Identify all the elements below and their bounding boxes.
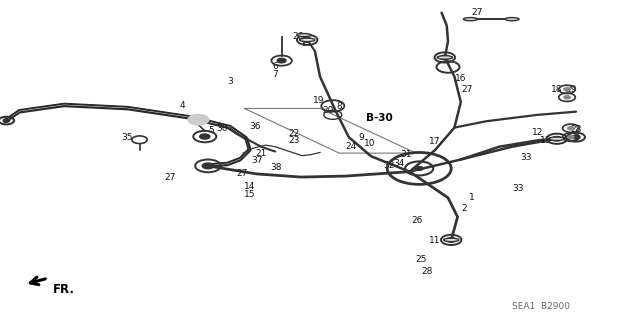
Text: 17: 17 — [429, 137, 441, 146]
Text: 19: 19 — [313, 96, 324, 105]
Text: 13: 13 — [540, 137, 551, 145]
Text: 27: 27 — [461, 85, 473, 94]
Text: B-30: B-30 — [365, 113, 392, 123]
Text: 22: 22 — [289, 130, 300, 138]
Text: 18: 18 — [551, 85, 563, 94]
Ellipse shape — [300, 38, 315, 41]
Ellipse shape — [463, 18, 477, 21]
Text: 32: 32 — [383, 161, 395, 170]
Text: 21: 21 — [255, 149, 267, 158]
Text: 12: 12 — [532, 128, 543, 137]
Text: 38: 38 — [271, 163, 282, 172]
Ellipse shape — [437, 56, 452, 59]
Text: 33: 33 — [513, 184, 524, 193]
Text: 36: 36 — [249, 122, 260, 130]
Circle shape — [564, 96, 570, 99]
Text: 33: 33 — [520, 153, 532, 162]
Text: 27: 27 — [471, 8, 483, 17]
Text: 6: 6 — [273, 63, 278, 71]
Text: 11: 11 — [429, 236, 441, 245]
Circle shape — [303, 38, 312, 42]
Text: 7: 7 — [273, 70, 278, 79]
Text: 5: 5 — [209, 126, 214, 135]
Text: 2: 2 — [461, 204, 467, 213]
Ellipse shape — [505, 18, 519, 21]
Text: FR.: FR. — [52, 283, 74, 296]
Text: 16: 16 — [455, 74, 467, 83]
Text: 28: 28 — [570, 125, 582, 134]
Circle shape — [572, 135, 580, 139]
Text: 35: 35 — [121, 133, 132, 142]
Text: 27: 27 — [164, 173, 175, 182]
Ellipse shape — [444, 238, 459, 241]
Text: 26: 26 — [412, 216, 423, 225]
Text: 37: 37 — [252, 156, 263, 165]
Circle shape — [277, 58, 286, 63]
Text: 8: 8 — [337, 102, 342, 111]
Text: SEA1  B2900: SEA1 B2900 — [512, 302, 570, 311]
Circle shape — [447, 238, 456, 242]
Text: 27: 27 — [236, 169, 248, 178]
Circle shape — [415, 167, 423, 170]
Text: 4: 4 — [180, 101, 185, 110]
Circle shape — [440, 55, 449, 60]
Text: 20: 20 — [322, 106, 333, 115]
Ellipse shape — [297, 33, 311, 37]
Text: 34: 34 — [394, 159, 405, 168]
Text: 3: 3 — [228, 77, 233, 86]
Ellipse shape — [549, 137, 564, 140]
Circle shape — [188, 115, 209, 125]
Text: 24: 24 — [345, 142, 356, 151]
Text: 9: 9 — [359, 133, 364, 142]
Text: 23: 23 — [289, 137, 300, 145]
Circle shape — [564, 88, 570, 91]
Text: 31: 31 — [401, 150, 412, 159]
Circle shape — [552, 137, 561, 141]
Circle shape — [3, 119, 10, 122]
Text: 15: 15 — [244, 190, 255, 199]
Circle shape — [200, 134, 210, 139]
Circle shape — [568, 136, 574, 139]
Text: 28: 28 — [422, 267, 433, 276]
Text: 30: 30 — [216, 124, 228, 133]
Text: 25: 25 — [415, 256, 427, 264]
Text: 29: 29 — [566, 85, 577, 94]
Text: 1: 1 — [470, 193, 475, 202]
Text: 26: 26 — [292, 32, 303, 41]
Text: 10: 10 — [364, 139, 376, 148]
Circle shape — [568, 127, 574, 130]
Circle shape — [202, 163, 214, 169]
Text: 14: 14 — [244, 182, 255, 191]
